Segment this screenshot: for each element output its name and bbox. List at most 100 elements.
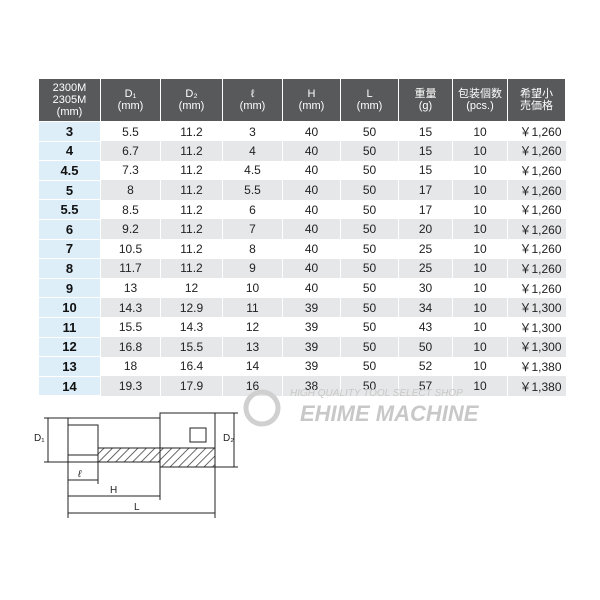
table-cell: 17 (398, 199, 453, 220)
table-cell: 12 (160, 278, 223, 298)
size-cell: 5.5 (38, 199, 101, 220)
table-cell: 50 (340, 121, 399, 142)
table-cell: ￥1,260 (507, 199, 566, 220)
table-row: 14 19.3 17.9 16 38 50 57 10 ￥1,380 (38, 376, 566, 397)
table-cell: 15.5 (100, 317, 161, 338)
table-row: 4.5 7.3 11.2 4.5 40 50 15 10 ￥1,260 (38, 160, 566, 181)
table-cell: 19.3 (100, 376, 161, 396)
table-cell: 40 (282, 160, 341, 181)
table-cell: 8 (222, 239, 283, 259)
header-text: (mm) (117, 100, 144, 112)
header-cell: H (mm) (282, 78, 341, 122)
table-cell: 50 (340, 337, 399, 357)
table-cell: 10 (452, 356, 508, 377)
table-cell: 6 (222, 199, 283, 220)
table-cell: ￥1,260 (507, 239, 566, 259)
table-cell: 50 (398, 337, 453, 357)
table-cell: 11.2 (160, 160, 223, 181)
hex-bore (68, 424, 99, 456)
table-cell: 8 (100, 180, 161, 200)
table-cell: ￥1,380 (507, 356, 566, 377)
header-text: 売価格 (520, 100, 553, 112)
table-cell: 50 (340, 199, 399, 220)
table-cell: 9.2 (100, 219, 161, 240)
header-text: ℓ (250, 88, 255, 100)
header-text: 包装個数 (458, 88, 502, 100)
header-text: (mm) (298, 100, 325, 112)
header-text: (g) (418, 100, 433, 112)
table-cell: 10 (452, 376, 508, 396)
table-cell: 10 (452, 278, 508, 298)
label-h: H (110, 485, 117, 496)
section-hatch (97, 447, 161, 463)
table-cell: 9 (222, 258, 283, 279)
header-text: 重量 (414, 88, 437, 100)
size-cell: 12 (38, 337, 101, 358)
table-cell: 50 (340, 219, 399, 240)
table-cell: 40 (282, 180, 341, 200)
size-cell: 4.5 (38, 160, 101, 181)
table-row: 6 9.2 11.2 7 40 50 20 10 ￥1,260 (38, 219, 566, 240)
header-text: H (307, 88, 316, 100)
table-cell: 50 (340, 356, 399, 377)
table-cell: 50 (340, 376, 399, 396)
table-row: 3 5.5 11.2 3 40 50 15 10 ￥1,260 (38, 121, 566, 142)
table-row: 5 8 11.2 5.5 40 50 17 10 ￥1,260 (38, 180, 566, 201)
table-cell: 6.7 (100, 141, 161, 161)
table-cell: 52 (398, 356, 453, 377)
table-cell: 17.9 (160, 376, 223, 396)
table-cell: 11.2 (160, 180, 223, 200)
table-cell: 11.7 (100, 258, 161, 279)
table-cell: 10 (452, 258, 508, 279)
table-cell: ￥1,260 (507, 278, 566, 298)
table-cell: 39 (282, 337, 341, 357)
table-cell: 40 (282, 239, 341, 259)
table-cell: 34 (398, 297, 453, 318)
table-cell: 50 (340, 258, 399, 279)
table-cell: 10 (452, 180, 508, 200)
table-cell: 15.5 (160, 337, 223, 357)
table-cell: 5.5 (222, 180, 283, 200)
table-row: 5.5 8.5 11.2 6 40 50 17 10 ￥1,260 (38, 199, 566, 220)
spec-table: 2300M 2305M (mm) D₁ (mm) D₂ (mm) ℓ (mm) H (mm) L (mm… (38, 78, 566, 397)
table-cell: 14 (222, 356, 283, 377)
table-cell: 39 (282, 356, 341, 377)
header-text: (mm) (239, 100, 266, 112)
header-text: (mm) (56, 106, 83, 118)
table-cell: 25 (398, 258, 453, 279)
table-cell: ￥1,380 (507, 376, 566, 396)
table-cell: 50 (340, 160, 399, 181)
table-cell: 10 (452, 199, 508, 220)
table-body: 3 5.5 11.2 3 40 50 15 10 ￥1,260 4 6.7 11.2 4 40 50 15 10… (38, 121, 566, 397)
table-cell: 11.2 (160, 219, 223, 240)
table-cell: 10 (452, 337, 508, 357)
header-text: 2300M (52, 82, 87, 94)
section-hatch (159, 447, 216, 468)
table-cell: 10 (452, 297, 508, 318)
table-cell: ￥1,300 (507, 297, 566, 318)
table-cell: 40 (282, 258, 341, 279)
table-cell: 3 (222, 121, 283, 142)
table-cell: ￥1,260 (507, 121, 566, 142)
table-cell: 5.5 (100, 121, 161, 142)
header-row: 2300M 2305M (mm) D₁ (mm) D₂ (mm) ℓ (mm) H (mm) L (mm… (38, 78, 566, 122)
header-text: (mm) (356, 100, 383, 112)
table-cell: 7 (222, 219, 283, 240)
size-cell: 6 (38, 219, 101, 240)
table-cell: 10 (452, 219, 508, 240)
table-cell: ￥1,260 (507, 160, 566, 181)
table-cell: 11 (222, 297, 283, 318)
size-cell: 11 (38, 317, 101, 338)
table-cell: ￥1,260 (507, 219, 566, 240)
size-cell: 4 (38, 141, 101, 162)
square-drive (189, 427, 207, 443)
table-cell: ￥1,300 (507, 317, 566, 338)
header-text: (pcs.) (466, 100, 494, 112)
table-row: 8 11.7 11.2 9 40 50 25 10 ￥1,260 (38, 258, 566, 279)
size-cell: 13 (38, 356, 101, 377)
table-cell: 4.5 (222, 160, 283, 181)
table-cell: 11.2 (160, 199, 223, 220)
table-cell: 11.2 (160, 141, 223, 161)
table-cell: 7.3 (100, 160, 161, 181)
